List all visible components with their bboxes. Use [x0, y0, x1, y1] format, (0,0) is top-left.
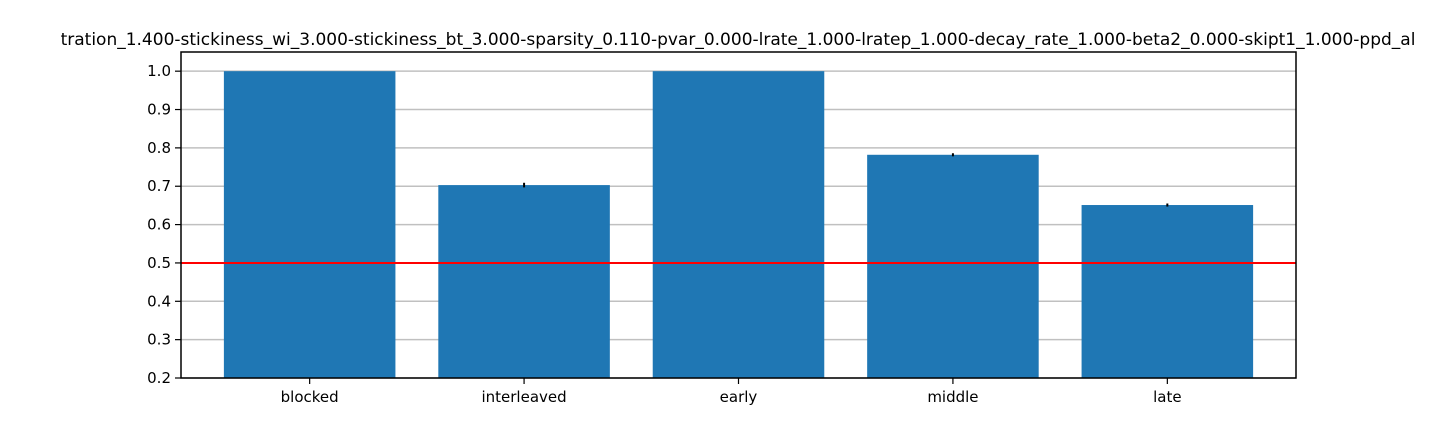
y-tick-label: 0.8 [147, 139, 171, 157]
y-tick-label: 0.3 [147, 331, 171, 349]
y-tick-label: 0.6 [147, 216, 171, 234]
bar-blocked [223, 71, 396, 379]
y-tick-label: 0.5 [147, 254, 171, 272]
bar-interleaved [438, 185, 610, 378]
x-axis: blocked interleaved early middle late [281, 378, 1182, 406]
bar-middle [867, 154, 1039, 378]
bar-early [652, 71, 825, 379]
y-tick-label: 0.9 [147, 101, 171, 119]
y-tick-label: 0.7 [147, 177, 171, 195]
x-tick-label-blocked: blocked [281, 388, 339, 406]
x-tick-label-early: early [720, 388, 758, 406]
bar-late [1081, 205, 1254, 378]
y-tick-label: 1.0 [147, 62, 171, 80]
x-tick-label-middle: middle [927, 388, 978, 406]
y-tick-label: 0.2 [147, 369, 171, 387]
y-axis: 0.2 0.3 0.4 0.5 0.6 0.7 0.8 0.9 1.0 [147, 62, 181, 387]
x-tick-label-interleaved: interleaved [481, 388, 566, 406]
x-tick-label-late: late [1153, 388, 1181, 406]
bars [223, 71, 1254, 379]
error-bars [523, 153, 1169, 207]
y-tick-label: 0.4 [147, 292, 171, 310]
chart-title: tration_1.400-stickiness_wi_3.000-sticki… [61, 30, 1416, 50]
